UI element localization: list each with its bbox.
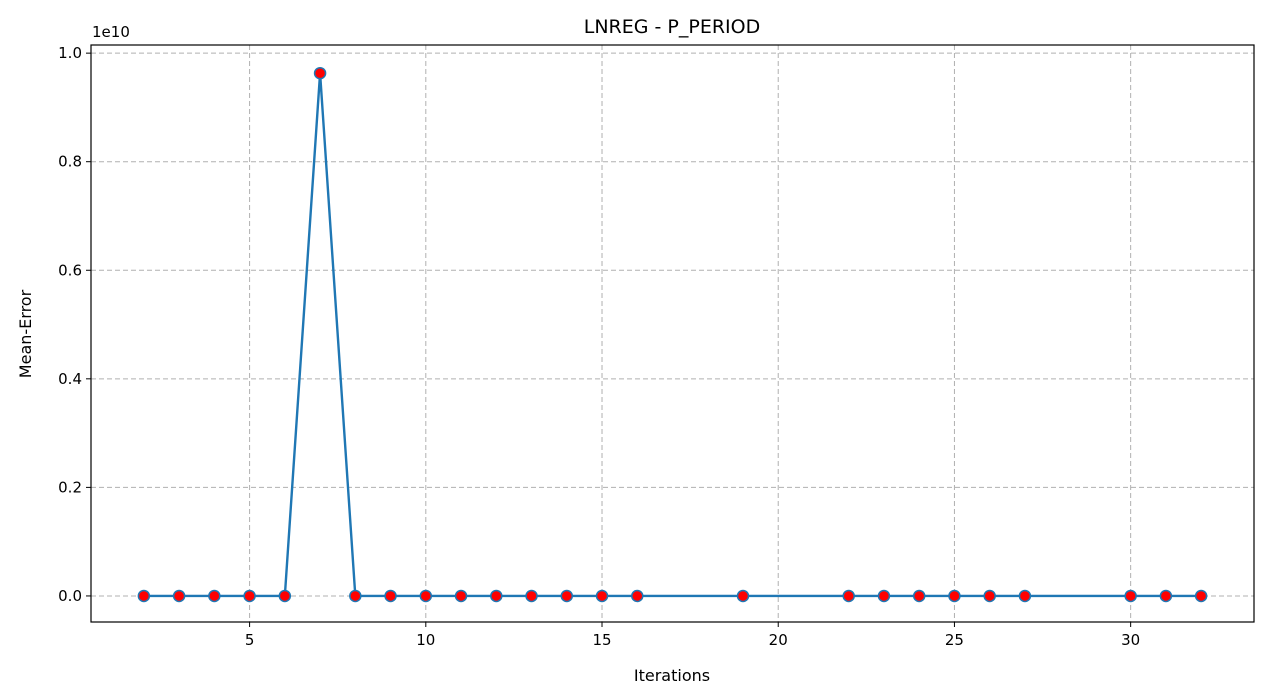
data-point bbox=[384, 589, 397, 603]
series-line-group bbox=[143, 72, 1202, 598]
data-point bbox=[1194, 589, 1208, 603]
data-point bbox=[842, 589, 855, 603]
data-point bbox=[560, 589, 574, 603]
data-point bbox=[877, 589, 891, 603]
x-tick-label: 30 bbox=[1121, 631, 1140, 649]
data-point bbox=[172, 589, 186, 603]
series-line bbox=[143, 72, 1202, 598]
x-tick-label: 15 bbox=[592, 631, 611, 649]
plot-frame bbox=[90, 44, 1255, 623]
chart-title: LNREG - P_PERIOD bbox=[584, 16, 760, 38]
x-tick-label: 25 bbox=[945, 631, 964, 649]
y-multiplier-label: 1e10 bbox=[92, 23, 130, 41]
data-point bbox=[595, 589, 609, 603]
data-points-group bbox=[137, 66, 1208, 603]
data-point bbox=[983, 589, 996, 603]
data-point bbox=[490, 589, 503, 603]
data-point bbox=[525, 589, 538, 603]
y-tick-label: 0.6 bbox=[58, 261, 82, 279]
x-tick-label: 10 bbox=[416, 631, 435, 649]
x-axis-ticks: 5 10 15 20 25 30 bbox=[245, 622, 1140, 649]
y-tick-label: 0.4 bbox=[58, 370, 82, 388]
y-tick-label: 0.8 bbox=[58, 153, 82, 171]
data-point bbox=[912, 589, 926, 603]
x-tick-label: 20 bbox=[769, 631, 788, 649]
y-tick-label: 1.0 bbox=[58, 44, 82, 62]
y-axis-label: Mean-Error bbox=[16, 289, 35, 378]
data-point bbox=[278, 589, 292, 603]
grid-lines bbox=[91, 45, 1254, 622]
data-point bbox=[137, 589, 151, 603]
data-point bbox=[1159, 589, 1173, 603]
data-point bbox=[631, 589, 644, 603]
y-tick-label: 0.0 bbox=[58, 587, 82, 605]
y-axis-ticks: 0.0 0.2 0.4 0.6 0.8 1.0 bbox=[58, 44, 91, 605]
data-point bbox=[419, 589, 433, 603]
y-tick-label: 0.2 bbox=[58, 478, 82, 496]
data-point bbox=[948, 589, 961, 603]
data-point bbox=[243, 589, 256, 603]
data-point bbox=[313, 66, 327, 80]
data-point bbox=[1124, 589, 1137, 603]
data-point bbox=[736, 589, 750, 603]
x-tick-label: 5 bbox=[245, 631, 255, 649]
x-axis-label: Iterations bbox=[634, 666, 710, 685]
data-point bbox=[208, 589, 221, 603]
data-point bbox=[349, 589, 362, 603]
data-point bbox=[454, 589, 468, 603]
data-point bbox=[1018, 589, 1032, 603]
